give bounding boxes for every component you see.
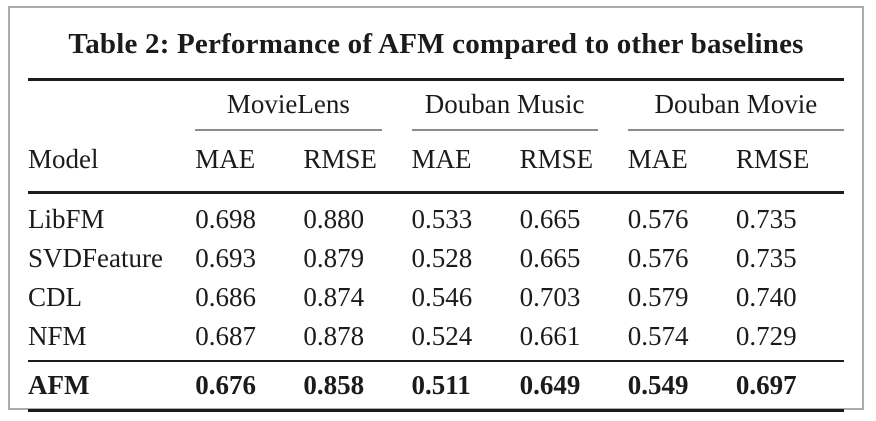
metric-value: 0.735 — [735, 243, 797, 273]
metric-value: 0.665 — [519, 204, 581, 234]
metric-value: 0.687 — [195, 321, 257, 351]
metric-value: 0.649 — [519, 360, 628, 412]
metric-value: 0.524 — [411, 321, 473, 351]
col-group-douban-movie: Douban Movie — [627, 87, 844, 131]
model-name: AFM — [28, 360, 196, 412]
model-name: LibFM — [28, 204, 105, 234]
col-group-douban-music: Douban Music — [411, 87, 598, 131]
table-row-svdfeature: SVDFeature 0.693 0.879 0.528 0.665 0.576… — [28, 239, 844, 278]
douban-music-mae-header: MAE — [411, 131, 520, 194]
metric-value: 0.546 — [411, 282, 473, 312]
metric-value: 0.533 — [411, 204, 473, 234]
metric-value: 0.576 — [627, 243, 689, 273]
metric-value: 0.579 — [627, 282, 689, 312]
metric-value: 0.549 — [627, 360, 736, 412]
metric-value: 0.574 — [627, 321, 689, 351]
metric-value: 0.698 — [195, 204, 257, 234]
douban-music-rmse-header: RMSE — [519, 131, 628, 194]
model-name: SVDFeature — [28, 243, 163, 273]
metric-value: 0.729 — [735, 321, 797, 351]
metric-value: 0.697 — [735, 360, 844, 412]
sub-header-row: Model MAE RMSE MAE RMSE MAE RMSE — [28, 131, 844, 194]
model-name: CDL — [28, 282, 82, 312]
metric-value: 0.528 — [411, 243, 473, 273]
model-column-header: Model — [28, 131, 196, 194]
metric-value: 0.703 — [519, 282, 581, 312]
metric-value: 0.686 — [195, 282, 257, 312]
model-name: NFM — [28, 321, 87, 351]
column-group-row: MovieLens Douban Music Douban Movie — [28, 78, 844, 131]
table-row-cdl: CDL 0.686 0.874 0.546 0.703 0.579 0.740 — [28, 278, 844, 317]
metric-value: 0.661 — [519, 321, 581, 351]
table-caption: Table 2: Performance of AFM compared to … — [68, 28, 804, 60]
table-row-libfm: LibFM 0.698 0.880 0.533 0.665 0.576 0.73… — [28, 193, 844, 240]
movielens-mae-header: MAE — [195, 131, 304, 194]
table-row-nfm: NFM 0.687 0.878 0.524 0.661 0.574 0.729 — [28, 317, 844, 361]
metric-value: 0.693 — [195, 243, 257, 273]
douban-movie-rmse-header: RMSE — [735, 131, 844, 194]
col-group-movielens: MovieLens — [195, 87, 382, 131]
empty-corner-cell — [28, 78, 196, 131]
metric-value: 0.878 — [303, 321, 365, 351]
metric-value: 0.874 — [303, 282, 365, 312]
metric-value: 0.676 — [195, 360, 304, 412]
results-table: MovieLens Douban Music Douban Movie Mode… — [28, 78, 844, 412]
movielens-rmse-header: RMSE — [303, 131, 412, 194]
metric-value: 0.880 — [303, 204, 365, 234]
metric-value: 0.576 — [627, 204, 689, 234]
metric-value: 0.740 — [735, 282, 797, 312]
metric-value: 0.858 — [303, 360, 412, 412]
douban-movie-mae-header: MAE — [627, 131, 736, 194]
metric-value: 0.665 — [519, 243, 581, 273]
metric-value: 0.879 — [303, 243, 365, 273]
metric-value: 0.735 — [735, 204, 797, 234]
table-row-afm: AFM 0.676 0.858 0.511 0.649 0.549 0.697 — [28, 360, 844, 412]
metric-value: 0.511 — [411, 360, 520, 412]
table-frame: Table 2: Performance of AFM compared to … — [8, 6, 864, 412]
